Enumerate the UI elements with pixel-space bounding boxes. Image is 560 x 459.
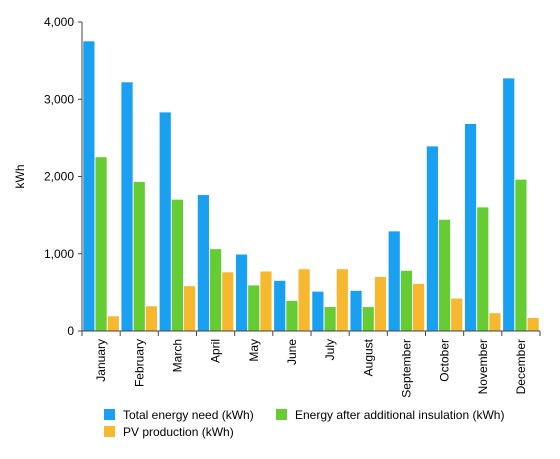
x-tick-label-may: May	[247, 339, 261, 362]
x-tick-label-april: April	[209, 339, 223, 363]
legend-swatch-2	[276, 409, 287, 420]
bar-january-series-1	[83, 41, 95, 332]
bar-may-series-1	[235, 254, 248, 331]
y-tick-label: 4,000	[44, 15, 74, 29]
bar-april-series-1	[197, 195, 209, 331]
x-tick-label-june: June	[285, 339, 299, 365]
x-tick-label-september: September	[399, 339, 413, 398]
bar-august-series-2	[362, 307, 374, 331]
bar-january-series-3	[107, 316, 119, 331]
bar-february-series-1	[121, 82, 133, 331]
legend-swatch-3	[104, 426, 115, 437]
y-tick-label: 2,000	[44, 170, 74, 184]
bar-march-series-2	[171, 199, 184, 331]
x-tick-label-december: December	[514, 339, 528, 394]
x-tick-label-february: February	[132, 339, 146, 387]
y-tick-label: 3,000	[44, 92, 74, 106]
y-axis-title: kWh	[13, 165, 27, 189]
bar-june-series-2	[286, 300, 298, 331]
bar-march-series-3	[184, 286, 196, 331]
bar-june-series-1	[274, 280, 286, 331]
bar-may-series-3	[260, 271, 272, 331]
legend-label-1: Total energy need (kWh)	[123, 408, 254, 422]
legend-label-2: Energy after additional insulation (kWh)	[295, 408, 504, 422]
bar-december-series-3	[527, 317, 539, 331]
bars-group	[83, 41, 539, 332]
bar-august-series-3	[374, 276, 387, 331]
x-tick-label-november: November	[476, 339, 490, 394]
bar-october-series-3	[451, 298, 463, 331]
bar-june-series-3	[298, 269, 310, 331]
bar-february-series-3	[145, 306, 158, 331]
bar-november-series-1	[464, 123, 477, 331]
x-tick-labels: January February March April May June July Augu…	[94, 338, 528, 397]
y-tick-label: 1,000	[44, 247, 74, 261]
bar-october-series-1	[426, 146, 438, 331]
bar-september-series-1	[388, 231, 400, 331]
y-tick-labels: 0 1,000 2,000 3,000 4,000	[44, 15, 74, 338]
bar-july-series-2	[324, 307, 336, 331]
bar-november-series-2	[477, 207, 489, 331]
bar-september-series-3	[413, 283, 425, 331]
x-tick-label-august: August	[361, 338, 375, 376]
bar-march-series-1	[159, 112, 171, 331]
x-tick-label-july: July	[323, 339, 337, 360]
bar-july-series-3	[336, 269, 348, 331]
bar-february-series-2	[133, 181, 145, 331]
bar-december-series-2	[515, 179, 527, 331]
legend: Total energy need (kWh) Energy after addi…	[104, 408, 504, 439]
bar-april-series-2	[209, 249, 222, 331]
legend-swatch-1	[104, 409, 115, 420]
bar-october-series-2	[438, 219, 451, 331]
x-tick-label-january: January	[94, 339, 108, 382]
x-tick-label-march: March	[170, 339, 184, 372]
x-tick-label-october: October	[438, 339, 452, 382]
bar-april-series-3	[222, 272, 234, 331]
bar-december-series-1	[503, 78, 515, 331]
bar-september-series-2	[400, 270, 413, 331]
axes-group	[78, 21, 541, 336]
y-tick-label: 0	[67, 324, 74, 338]
legend-label-3: PV production (kWh)	[123, 425, 234, 439]
bar-august-series-1	[350, 290, 362, 331]
bar-november-series-3	[489, 313, 501, 331]
bar-january-series-2	[95, 157, 107, 331]
bar-may-series-2	[248, 285, 260, 331]
bar-july-series-1	[312, 291, 324, 331]
